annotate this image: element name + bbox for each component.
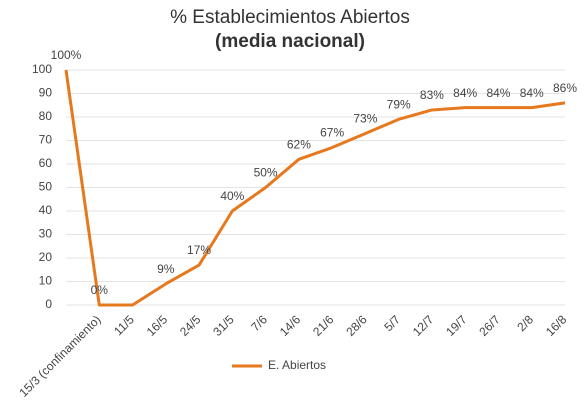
y-tick-label: 40 (39, 203, 53, 217)
x-tick-label: 11/5 (111, 312, 137, 338)
chart-subtitle: (media nacional) (215, 31, 365, 52)
y-tick-label: 80 (39, 109, 53, 123)
y-tick-label: 90 (39, 86, 53, 100)
x-tick-label: 7/6 (248, 312, 270, 334)
legend-label: E. Abiertos (268, 358, 326, 372)
x-tick-label: 26/7 (476, 312, 503, 339)
x-tick-label: 15/3 (confinamiento) (16, 312, 103, 399)
y-tick-label: 10 (39, 274, 53, 288)
x-tick-label: 12/7 (410, 312, 437, 339)
y-tick-label: 70 (39, 133, 53, 147)
data-label: 83% (420, 88, 444, 102)
x-tick-label: 14/6 (277, 312, 304, 339)
data-label: 17% (187, 243, 211, 257)
data-label: 100% (51, 48, 82, 62)
y-tick-label: 0 (45, 297, 52, 311)
data-label: 40% (220, 189, 244, 203)
y-tick-label: 30 (39, 227, 53, 241)
x-tick-label: 16/8 (543, 312, 570, 339)
x-tick-label: 24/5 (177, 312, 204, 339)
data-label: 67% (320, 126, 344, 140)
data-label: 84% (520, 86, 544, 100)
y-tick-label: 20 (39, 250, 53, 264)
data-label: 9% (157, 262, 175, 276)
x-tick-label: 31/5 (210, 312, 237, 339)
data-label: 62% (287, 137, 311, 151)
x-tick-label: 21/6 (310, 312, 337, 339)
x-tick-label: 19/7 (443, 312, 470, 339)
x-tick-label: 5/7 (381, 312, 403, 334)
data-label: 79% (387, 98, 411, 112)
x-tick-label: 28/6 (343, 312, 370, 339)
data-label: 84% (486, 86, 510, 100)
data-label: 84% (453, 86, 477, 100)
data-label: 86% (553, 81, 577, 95)
data-line (64, 69, 566, 307)
y-tick-label: 50 (39, 180, 53, 194)
data-label: 0% (91, 283, 109, 297)
chart-title: % Establecimientos Abiertos (170, 7, 410, 28)
data-label: 73% (353, 112, 377, 126)
data-label: 50% (254, 166, 278, 180)
x-tick-label: 16/5 (144, 312, 171, 339)
x-tick-label: 2/8 (514, 312, 536, 334)
y-tick-label: 60 (39, 156, 53, 170)
y-tick-label: 100 (32, 62, 52, 76)
